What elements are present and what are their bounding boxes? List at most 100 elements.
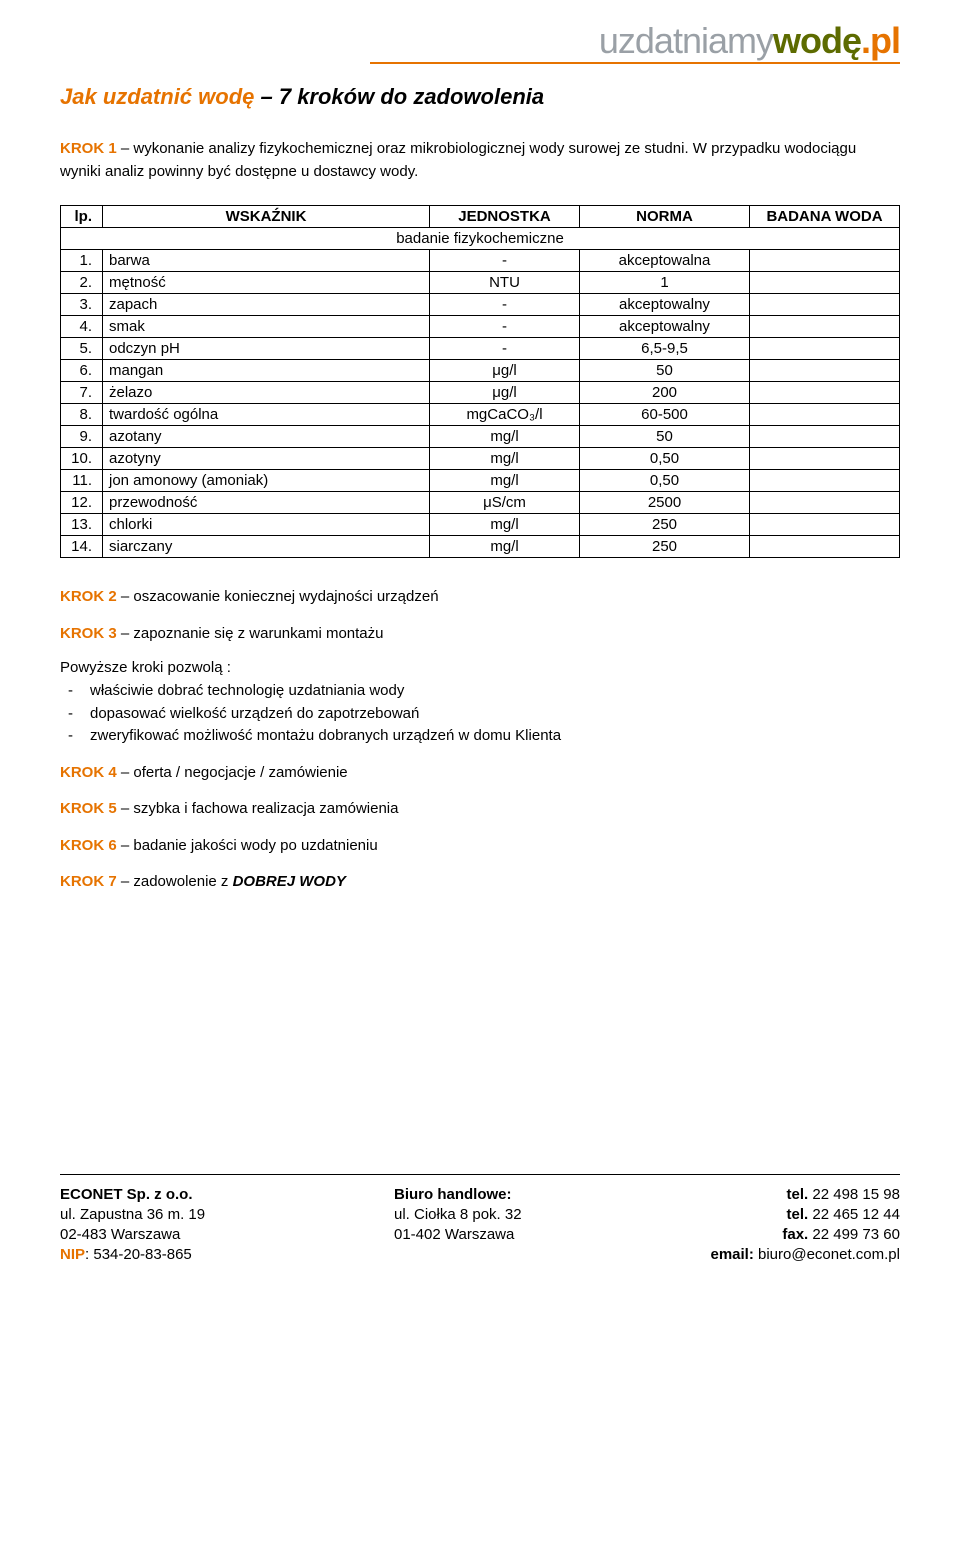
cell-lp: 9.: [61, 426, 103, 448]
th-norma: NORMA: [580, 206, 750, 228]
krok-7: KROK 7 – zadowolenie z DOBREJ WODY: [60, 871, 900, 894]
office-addr2: 01-402 Warszawa: [394, 1225, 522, 1245]
table-row: 7.żelazoμg/l200: [61, 382, 900, 404]
logo-part1: uzdatniamy: [599, 20, 773, 61]
site-logo: uzdatniamywodę.pl: [60, 20, 900, 64]
th-badana: BADANA WODA: [750, 206, 900, 228]
cell-name: mętność: [103, 272, 430, 294]
krok-1-label: KROK 1: [60, 140, 117, 157]
cell-name: mangan: [103, 360, 430, 382]
footer-divider: [60, 1174, 900, 1175]
table-row: 11.jon amonowy (amoniak)mg/l0,50: [61, 470, 900, 492]
cell-name: chlorki: [103, 514, 430, 536]
bullets-intro: Powyższe kroki pozwolą :: [60, 659, 900, 676]
cell-norm: akceptowalny: [580, 316, 750, 338]
krok-1-text: – wykonanie analizy fizykochemicznej ora…: [60, 140, 856, 180]
table-row: 1.barwa-akceptowalna: [61, 250, 900, 272]
krok-7-text: – zadowolenie z: [117, 873, 233, 890]
nip-label: NIP: [60, 1246, 85, 1263]
krok-3-text: – zapoznanie się z warunkami montażu: [117, 625, 384, 642]
cell-val: [750, 382, 900, 404]
cell-norm: 2500: [580, 492, 750, 514]
cell-name: przewodność: [103, 492, 430, 514]
bullets-list: właściwie dobrać technologię uzdatniania…: [60, 680, 900, 748]
cell-unit: μg/l: [430, 382, 580, 404]
tel-label-2: tel.: [787, 1206, 809, 1223]
cell-lp: 3.: [61, 294, 103, 316]
cell-name: azotany: [103, 426, 430, 448]
table-row: 6.manganμg/l50: [61, 360, 900, 382]
cell-unit: mg/l: [430, 448, 580, 470]
cell-unit: -: [430, 338, 580, 360]
cell-unit: mg/l: [430, 426, 580, 448]
cell-val: [750, 404, 900, 426]
cell-name: twardość ogólna: [103, 404, 430, 426]
table-subheader-row: badanie fizykochemiczne: [61, 228, 900, 250]
krok-6-label: KROK 6: [60, 837, 117, 854]
params-table: lp. WSKAŹNIK JEDNOSTKA NORMA BADANA WODA…: [60, 205, 900, 558]
krok-6-text: – badanie jakości wody po uzdatnieniu: [117, 837, 378, 854]
footer: ECONET Sp. z o.o. ul. Zapustna 36 m. 19 …: [60, 1185, 900, 1266]
cell-name: smak: [103, 316, 430, 338]
krok-7-label: KROK 7: [60, 873, 117, 890]
krok-6: KROK 6 – badanie jakości wody po uzdatni…: [60, 835, 900, 858]
fax: fax. 22 499 73 60: [710, 1225, 900, 1245]
cell-val: [750, 426, 900, 448]
cell-lp: 5.: [61, 338, 103, 360]
email-value: biuro@econet.com.pl: [754, 1246, 900, 1263]
table-row: 8.twardość ogólnamgCaCO₃/l60-500: [61, 404, 900, 426]
table-row: 13.chlorkimg/l250: [61, 514, 900, 536]
cell-val: [750, 338, 900, 360]
cell-name: siarczany: [103, 536, 430, 558]
table-header-row: lp. WSKAŹNIK JEDNOSTKA NORMA BADANA WODA: [61, 206, 900, 228]
krok-5-label: KROK 5: [60, 800, 117, 817]
cell-val: [750, 536, 900, 558]
cell-lp: 7.: [61, 382, 103, 404]
cell-norm: 6,5-9,5: [580, 338, 750, 360]
cell-norm: 250: [580, 514, 750, 536]
nip-value: : 534-20-83-865: [85, 1246, 192, 1263]
th-lp: lp.: [61, 206, 103, 228]
tel-value-2: 22 465 12 44: [808, 1206, 900, 1223]
cell-norm: 50: [580, 426, 750, 448]
krok-2-label: KROK 2: [60, 588, 117, 605]
cell-val: [750, 448, 900, 470]
cell-norm: 0,50: [580, 448, 750, 470]
cell-lp: 12.: [61, 492, 103, 514]
cell-norm: 0,50: [580, 470, 750, 492]
list-item: właściwie dobrać technologię uzdatniania…: [90, 680, 900, 703]
table-row: 14.siarczanymg/l250: [61, 536, 900, 558]
cell-unit: NTU: [430, 272, 580, 294]
cell-name: barwa: [103, 250, 430, 272]
cell-val: [750, 514, 900, 536]
company-addr2: 02-483 Warszawa: [60, 1225, 205, 1245]
logo-part2: wodę: [773, 20, 861, 61]
table-row: 9.azotanymg/l50: [61, 426, 900, 448]
cell-norm: 60-500: [580, 404, 750, 426]
krok-4-text: – oferta / negocjacje / zamówienie: [117, 764, 348, 781]
cell-unit: mg/l: [430, 470, 580, 492]
office-addr1: ul. Ciołka 8 pok. 32: [394, 1205, 522, 1225]
table-row: 3.zapach-akceptowalny: [61, 294, 900, 316]
cell-lp: 4.: [61, 316, 103, 338]
cell-norm: 200: [580, 382, 750, 404]
cell-unit: μg/l: [430, 360, 580, 382]
logo-underline: [370, 62, 900, 64]
cell-lp: 2.: [61, 272, 103, 294]
krok-2-text: – oszacowanie koniecznej wydajności urzą…: [117, 588, 439, 605]
fax-label: fax.: [782, 1226, 808, 1243]
krok-3-label: KROK 3: [60, 625, 117, 642]
tel-label-1: tel.: [787, 1186, 809, 1203]
logo-part3: .pl: [861, 20, 900, 61]
table-row: 12.przewodnośćμS/cm2500: [61, 492, 900, 514]
krok-5-text: – szybka i fachowa realizacja zamówienia: [117, 800, 399, 817]
cell-val: [750, 360, 900, 382]
cell-val: [750, 250, 900, 272]
cell-lp: 8.: [61, 404, 103, 426]
table-row: 10.azotynymg/l0,50: [61, 448, 900, 470]
cell-val: [750, 316, 900, 338]
cell-norm: akceptowalny: [580, 294, 750, 316]
cell-val: [750, 470, 900, 492]
krok-4-label: KROK 4: [60, 764, 117, 781]
krok-5: KROK 5 – szybka i fachowa realizacja zam…: [60, 798, 900, 821]
